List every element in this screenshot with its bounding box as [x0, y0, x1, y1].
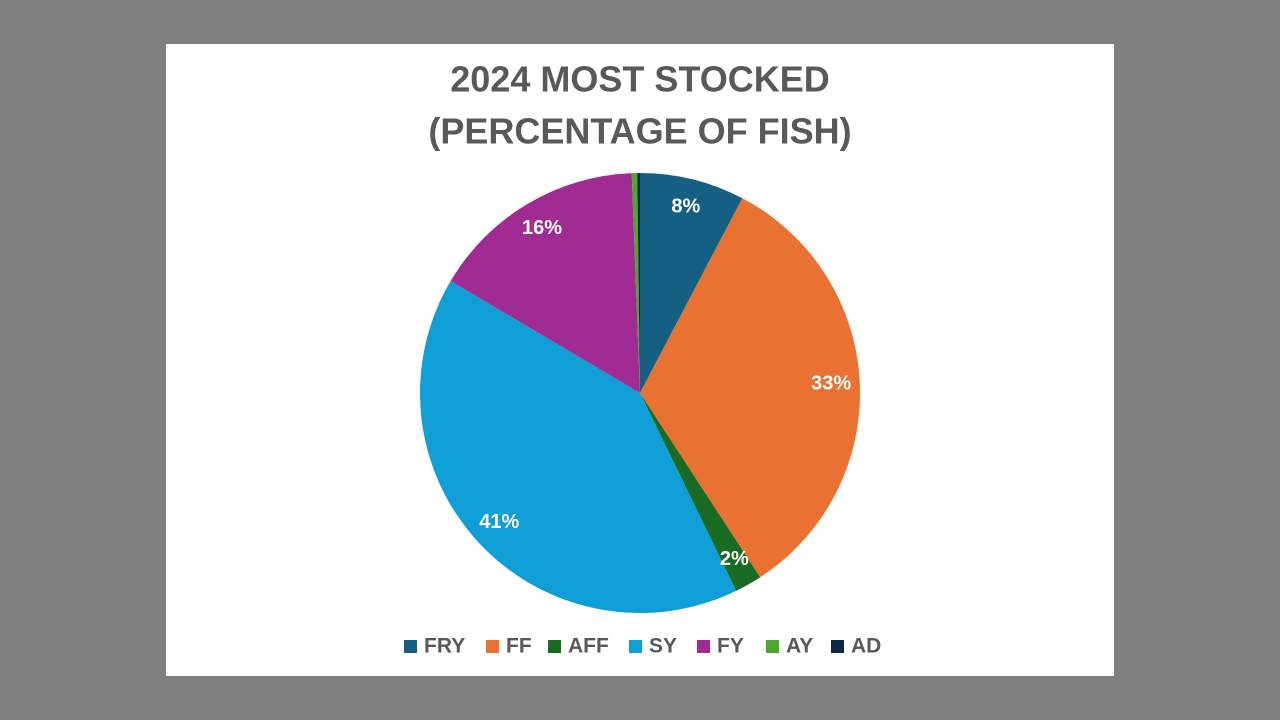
chart-title: (PERCENTAGE OF FISH)	[428, 111, 851, 152]
legend-label: FY	[717, 635, 744, 658]
pie-slice	[631, 173, 640, 393]
data-label: 33%	[811, 372, 851, 394]
chart-title: 2024 MOST STOCKED	[450, 59, 829, 100]
pie-slice	[420, 281, 737, 613]
legend-label: SY	[649, 635, 677, 658]
pie-slice	[450, 173, 640, 393]
legend-label: AY	[786, 635, 813, 658]
legend-swatch	[629, 640, 642, 653]
pie-slice	[640, 173, 743, 393]
legend-label: AFF	[568, 635, 609, 658]
data-label: 41%	[479, 511, 519, 533]
pie-slice	[640, 393, 761, 591]
legend-swatch	[697, 640, 710, 653]
legend-label: FRY	[424, 635, 465, 658]
legend-label: FF	[506, 635, 532, 658]
legend-swatch	[548, 640, 561, 653]
data-label: 8%	[671, 195, 700, 217]
legend-label: AD	[851, 635, 881, 658]
legend-swatch	[486, 640, 499, 653]
legend-swatch	[766, 640, 779, 653]
pie-slice	[640, 198, 860, 578]
pie-slice	[637, 173, 640, 393]
data-label: 2%	[720, 548, 749, 570]
legend-swatch	[831, 640, 844, 653]
legend-swatch	[404, 640, 417, 653]
data-label: 16%	[522, 217, 562, 239]
